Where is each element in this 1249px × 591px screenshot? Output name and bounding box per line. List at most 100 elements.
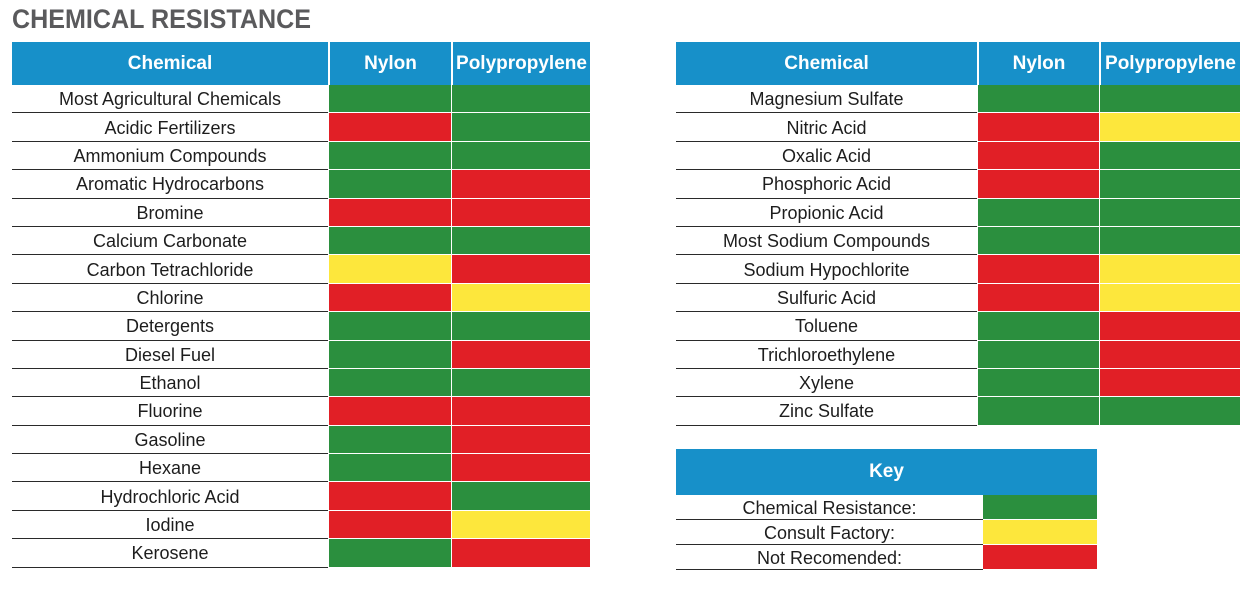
- chemical-name: Phosphoric Acid: [676, 170, 977, 199]
- chemical-name: Carbon Tetrachloride: [12, 255, 328, 284]
- table-row: Detergents: [12, 312, 590, 341]
- key-color-swatch: [983, 495, 1097, 520]
- table-row: Xylene: [676, 368, 1240, 398]
- polypropylene-rating-cell: [451, 198, 590, 227]
- polypropylene-rating-cell: [451, 226, 590, 256]
- key-body: Chemical Resistance: Consult Factory: Not …: [676, 495, 1097, 570]
- table-row: Most Sodium Compounds: [676, 226, 1240, 256]
- polypropylene-rating-cell: [451, 510, 590, 540]
- polypropylene-rating-cell: [451, 397, 590, 426]
- table-row: Nitric Acid: [676, 113, 1240, 142]
- chemical-name: Ammonium Compounds: [12, 142, 328, 171]
- nylon-rating-cell: [328, 368, 451, 398]
- key-label: Chemical Resistance:: [676, 495, 983, 520]
- chemical-name: Bromine: [12, 199, 328, 227]
- nylon-rating-cell: [328, 113, 451, 142]
- polypropylene-rating-cell: [1099, 198, 1240, 227]
- nylon-rating-cell: [977, 85, 1099, 114]
- chemical-name: Nitric Acid: [676, 113, 977, 142]
- polypropylene-rating-cell: [1099, 226, 1240, 256]
- table-row: Trichloroethylene: [676, 340, 1240, 369]
- chemical-name: Propionic Acid: [676, 199, 977, 227]
- polypropylene-rating-cell: [451, 113, 590, 142]
- table-row: Aromatic Hydrocarbons: [12, 170, 590, 199]
- table-row: Ethanol: [12, 368, 590, 398]
- polypropylene-rating-cell: [451, 312, 590, 341]
- table-row: Ammonium Compounds: [12, 141, 590, 171]
- table-row: Zinc Sulfate: [676, 397, 1240, 426]
- nylon-rating-cell: [328, 539, 451, 568]
- nylon-rating-cell: [328, 283, 451, 313]
- key-title: Key: [676, 449, 1097, 495]
- nylon-rating-cell: [328, 482, 451, 511]
- polypropylene-rating-cell: [451, 482, 590, 511]
- column-header-nylon: Nylon: [977, 42, 1099, 85]
- key-row: Chemical Resistance:: [676, 495, 1097, 520]
- polypropylene-rating-cell: [451, 340, 590, 369]
- chemical-name: Magnesium Sulfate: [676, 85, 977, 114]
- polypropylene-rating-cell: [451, 539, 590, 568]
- color-key: Key Chemical Resistance: Consult Factory:…: [676, 449, 1097, 570]
- table-row: Calcium Carbonate: [12, 226, 590, 256]
- nylon-rating-cell: [977, 340, 1099, 369]
- table-body: Most Agricultural Chemicals Acidic Fertil…: [12, 85, 590, 568]
- table-header: Chemical Nylon Polypropylene: [12, 42, 590, 85]
- polypropylene-rating-cell: [1099, 255, 1240, 284]
- chemical-name: Gasoline: [12, 426, 328, 455]
- table-row: Carbon Tetrachloride: [12, 255, 590, 284]
- chemical-name: Oxalic Acid: [676, 142, 977, 171]
- column-header-polypropylene: Polypropylene: [451, 42, 590, 85]
- table-row: Diesel Fuel: [12, 340, 590, 369]
- key-row: Not Recomended:: [676, 545, 1097, 570]
- nylon-rating-cell: [328, 85, 451, 114]
- nylon-rating-cell: [977, 170, 1099, 199]
- polypropylene-rating-cell: [451, 283, 590, 313]
- chemical-name: Sodium Hypochlorite: [676, 255, 977, 284]
- polypropylene-rating-cell: [1099, 368, 1240, 398]
- polypropylene-rating-cell: [1099, 141, 1240, 171]
- chemical-name: Most Sodium Compounds: [676, 227, 977, 256]
- nylon-rating-cell: [328, 340, 451, 369]
- polypropylene-rating-cell: [1099, 340, 1240, 369]
- column-header-chemical: Chemical: [12, 42, 328, 85]
- chemical-name: Diesel Fuel: [12, 341, 328, 369]
- table-row: Propionic Acid: [676, 198, 1240, 227]
- chemical-name: Toluene: [676, 312, 977, 341]
- chemical-name: Chlorine: [12, 284, 328, 313]
- chemical-table-left: Chemical Nylon Polypropylene Most Agricu…: [12, 42, 590, 568]
- page-title: CHEMICAL RESISTANCE: [12, 4, 312, 34]
- table-row: Iodine: [12, 510, 590, 540]
- nylon-rating-cell: [328, 510, 451, 540]
- chemical-name: Ethanol: [12, 369, 328, 398]
- nylon-rating-cell: [328, 312, 451, 341]
- column-header-polypropylene: Polypropylene: [1099, 42, 1240, 85]
- nylon-rating-cell: [977, 368, 1099, 398]
- key-row: Consult Factory:: [676, 520, 1097, 545]
- nylon-rating-cell: [328, 425, 451, 455]
- chemical-name: Sulfuric Acid: [676, 284, 977, 313]
- polypropylene-rating-cell: [451, 454, 590, 483]
- nylon-rating-cell: [977, 312, 1099, 341]
- table-row: Toluene: [676, 312, 1240, 341]
- table-header: Chemical Nylon Polypropylene: [676, 42, 1240, 85]
- table-row: Bromine: [12, 198, 590, 227]
- polypropylene-rating-cell: [1099, 113, 1240, 142]
- nylon-rating-cell: [328, 141, 451, 171]
- chemical-name: Xylene: [676, 369, 977, 398]
- key-label: Not Recomended:: [676, 545, 983, 570]
- table-row: Kerosene: [12, 539, 590, 568]
- nylon-rating-cell: [977, 198, 1099, 227]
- table-row: Hexane: [12, 454, 590, 483]
- chemical-name: Detergents: [12, 312, 328, 341]
- table-row: Sodium Hypochlorite: [676, 255, 1240, 284]
- polypropylene-rating-cell: [451, 170, 590, 199]
- chemical-name: Kerosene: [12, 539, 328, 568]
- polypropylene-rating-cell: [451, 425, 590, 455]
- table-body: Magnesium Sulfate Nitric Acid Oxalic Acid P…: [676, 85, 1240, 426]
- nylon-rating-cell: [328, 454, 451, 483]
- column-header-nylon: Nylon: [328, 42, 451, 85]
- table-row: Chlorine: [12, 283, 590, 313]
- polypropylene-rating-cell: [1099, 283, 1240, 313]
- chemical-name: Trichloroethylene: [676, 341, 977, 369]
- chemical-name: Fluorine: [12, 397, 328, 426]
